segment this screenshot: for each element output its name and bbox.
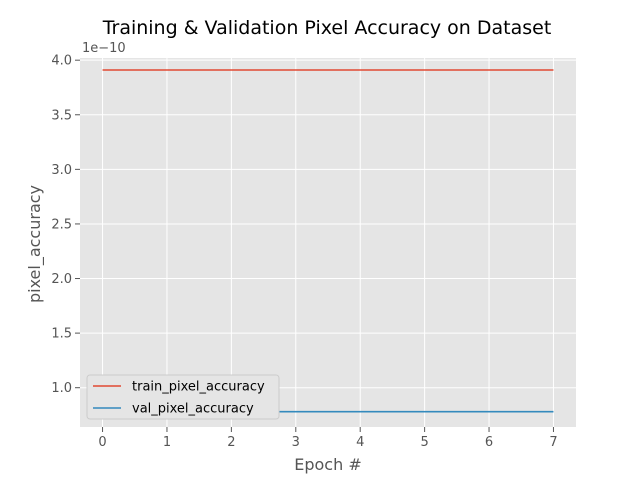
grid xyxy=(80,58,576,427)
legend-label-1: val_pixel_accuracy xyxy=(132,402,254,417)
y-tick-label: 2.5 xyxy=(51,217,72,232)
x-tick-label: 0 xyxy=(98,435,106,450)
y-tick-label: 1.0 xyxy=(51,381,72,396)
x-tick-label: 1 xyxy=(163,435,171,450)
x-tick-label: 6 xyxy=(485,435,493,450)
y-tick-label: 3.5 xyxy=(51,108,72,123)
x-tick-label: 7 xyxy=(549,435,557,450)
legend-box xyxy=(86,374,280,420)
y-axis-offset-label: 1e−10 xyxy=(82,41,126,56)
plot-area xyxy=(80,58,576,427)
axis-ticks: 0 1 2 3 4 5 6 7 1.0 1.5 2.0 2.5 3.0 3.5 4.0 xyxy=(51,54,557,450)
y-tick-label: 4.0 xyxy=(51,54,72,69)
legend: train_pixel_accuracy val_pixel_accuracy xyxy=(86,374,280,420)
x-tick-label: 2 xyxy=(227,435,235,450)
y-tick-label: 3.0 xyxy=(51,163,72,178)
y-tick-label: 1.5 xyxy=(51,327,72,342)
x-axis-label: Epoch # xyxy=(294,455,361,474)
x-tick-label: 5 xyxy=(420,435,428,450)
y-tick-label: 2.0 xyxy=(51,272,72,287)
legend-label-0: train_pixel_accuracy xyxy=(132,380,265,395)
y-axis-label: pixel_accuracy xyxy=(25,185,45,303)
x-tick-label: 3 xyxy=(292,435,300,450)
x-tick-label: 4 xyxy=(356,435,364,450)
chart-title: Training & Validation Pixel Accuracy on … xyxy=(102,17,552,39)
